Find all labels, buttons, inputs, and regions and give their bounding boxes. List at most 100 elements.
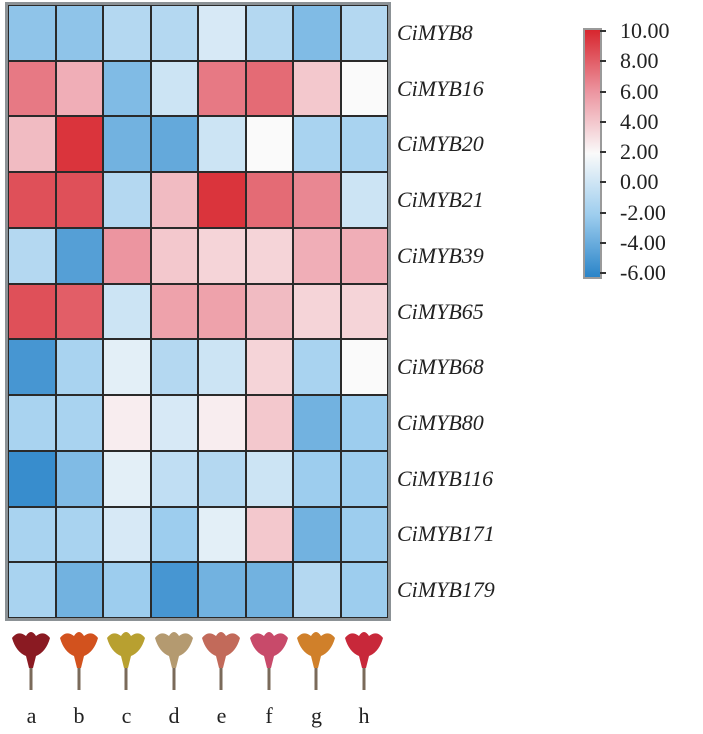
heatmap-cell-CiMYB8-f [245, 5, 293, 61]
column-label: a [26, 703, 37, 728]
heatmap-cell-CiMYB21-a [8, 172, 56, 228]
colorbar [583, 28, 602, 279]
heatmap-cell-CiMYB171-h [340, 506, 388, 563]
heatmap-cell-CiMYB8-c [103, 5, 151, 61]
heatmap-cell-CiMYB21-c [103, 172, 151, 228]
flower-image-a [8, 626, 54, 692]
heatmap-cell-CiMYB116-g [293, 450, 341, 507]
heatmap-cell-CiMYB68-c [103, 339, 151, 396]
heatmap-cell-CiMYB39-d [150, 227, 198, 284]
heatmap-cell-CiMYB39-e [198, 227, 246, 284]
colorbar-tick [600, 211, 606, 214]
heatmap-cell-CiMYB116-c [103, 450, 151, 507]
heatmap-cell-CiMYB20-f [245, 116, 293, 173]
colorbar-tick [600, 272, 606, 274]
heatmap-cell-CiMYB179-h [340, 562, 388, 618]
row-label: CiMYB16 [397, 75, 484, 101]
column-label: g [311, 703, 322, 728]
heatmap-cell-CiMYB179-b [55, 562, 103, 618]
heatmap-cell-CiMYB16-a [8, 60, 56, 117]
heatmap-cell-CiMYB68-f [245, 339, 293, 396]
heatmap-cell-CiMYB179-a [8, 562, 56, 618]
heatmap-cell-CiMYB171-e [198, 506, 246, 563]
heatmap-cell-CiMYB65-h [340, 283, 388, 340]
heatmap-cell-CiMYB65-b [55, 283, 103, 340]
colorbar-tick-label: -4.00 [620, 229, 666, 255]
heatmap-cell-CiMYB80-g [293, 395, 341, 451]
column-label: e [216, 703, 227, 728]
heatmap-cell-CiMYB171-f [245, 506, 293, 563]
row-label: CiMYB171 [397, 521, 495, 547]
row-label: CiMYB80 [397, 409, 484, 435]
heatmap-cell-CiMYB65-d [150, 283, 198, 340]
heatmap-cell-CiMYB20-b [55, 116, 103, 173]
heatmap-cell-CiMYB80-f [245, 395, 293, 451]
heatmap-cell-CiMYB116-b [55, 450, 103, 507]
heatmap-cell-CiMYB80-h [340, 395, 388, 451]
heatmap-cell-CiMYB80-e [198, 395, 246, 451]
heatmap-cell-CiMYB171-b [55, 506, 103, 563]
heatmap-cell-CiMYB20-g [293, 116, 341, 173]
flower-image-e [198, 626, 244, 692]
heatmap-cell-CiMYB80-a [8, 395, 56, 451]
heatmap-cell-CiMYB68-g [293, 339, 341, 396]
colorbar-tick [600, 181, 606, 184]
heatmap-cell-CiMYB8-g [293, 5, 341, 61]
column-label: h [358, 703, 370, 728]
heatmap-cell-CiMYB39-c [103, 227, 151, 284]
heatmap-grid [5, 2, 391, 621]
row-label: CiMYB68 [397, 354, 484, 380]
heatmap-cell-CiMYB20-e [198, 116, 246, 173]
heatmap-cell-CiMYB16-c [103, 60, 151, 117]
row-label: CiMYB65 [397, 298, 484, 324]
colorbar-tick [600, 60, 606, 63]
flower-image-g [293, 626, 339, 692]
heatmap-cell-CiMYB171-c [103, 506, 151, 563]
column-label: f [265, 703, 273, 728]
heatmap-cell-CiMYB39-b [55, 227, 103, 284]
heatmap-cell-CiMYB21-d [150, 172, 198, 228]
heatmap-cell-CiMYB116-a [8, 450, 56, 507]
heatmap-cell-CiMYB80-d [150, 395, 198, 451]
flower-image-f [246, 626, 292, 692]
colorbar-tick-label: -6.00 [620, 260, 666, 285]
heatmap-cell-CiMYB68-a [8, 339, 56, 396]
heatmap-cell-CiMYB80-b [55, 395, 103, 451]
heatmap-cell-CiMYB8-b [55, 5, 103, 61]
heatmap-cell-CiMYB21-h [340, 172, 388, 228]
heatmap-cell-CiMYB65-g [293, 283, 341, 340]
heatmap-cell-CiMYB16-g [293, 60, 341, 117]
heatmap-cell-CiMYB8-h [340, 5, 388, 61]
heatmap-cell-CiMYB39-f [245, 227, 293, 284]
heatmap-cell-CiMYB20-h [340, 116, 388, 173]
heatmap-cell-CiMYB179-d [150, 562, 198, 618]
heatmap-cell-CiMYB68-e [198, 339, 246, 396]
colorbar-tick-label: -2.00 [620, 199, 666, 225]
heatmap-cell-CiMYB68-d [150, 339, 198, 396]
heatmap-cell-CiMYB116-e [198, 450, 246, 507]
row-label: CiMYB116 [397, 465, 494, 491]
heatmap-cell-CiMYB179-g [293, 562, 341, 618]
heatmap-cell-CiMYB179-f [245, 562, 293, 618]
colorbar-tick [600, 151, 606, 153]
row-label: CiMYB21 [397, 187, 484, 213]
flower-image-h [341, 626, 387, 692]
flower-image-d [151, 626, 197, 692]
heatmap-cell-CiMYB16-b [55, 60, 103, 117]
heatmap-cell-CiMYB68-b [55, 339, 103, 396]
heatmap-cell-CiMYB21-g [293, 172, 341, 228]
heatmap-cell-CiMYB20-c [103, 116, 151, 173]
row-label: CiMYB20 [397, 131, 484, 157]
heatmap-cell-CiMYB179-e [198, 562, 246, 618]
heatmap-cell-CiMYB8-e [198, 5, 246, 61]
heatmap-cell-CiMYB179-c [103, 562, 151, 618]
row-label: CiMYB179 [397, 577, 495, 603]
heatmap-cell-CiMYB20-a [8, 116, 56, 173]
row-label: CiMYB8 [397, 19, 473, 45]
heatmap-cell-CiMYB65-e [198, 283, 246, 340]
heatmap-cell-CiMYB116-h [340, 450, 388, 507]
heatmap-cell-CiMYB171-a [8, 506, 56, 563]
heatmap-cell-CiMYB171-g [293, 506, 341, 563]
flower-image-c [103, 626, 149, 692]
heatmap-cell-CiMYB21-e [198, 172, 246, 228]
